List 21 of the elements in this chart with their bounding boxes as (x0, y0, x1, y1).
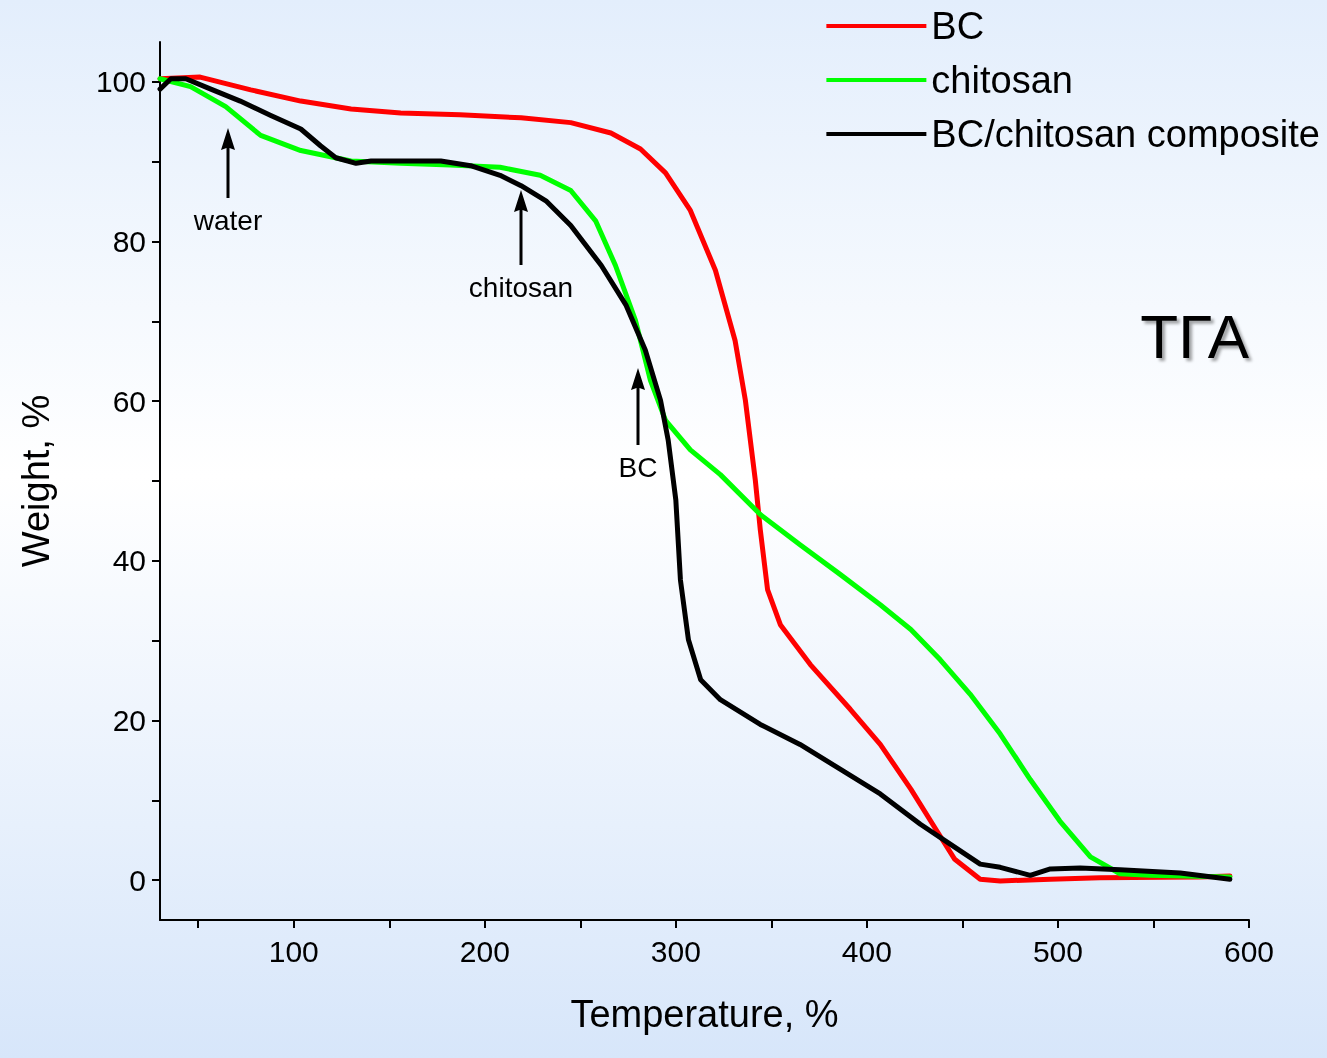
y-tick-label: 40 (112, 544, 146, 578)
annotation: water (192, 204, 263, 236)
legend-label: BC/chitosan composite (931, 113, 1321, 155)
annotation: ТГА (1140, 301, 1250, 371)
x-axis-title: Temperature, % (570, 993, 839, 1035)
x-tick-label: 100 (268, 934, 319, 968)
x-tick-label: 500 (1032, 934, 1083, 968)
y-tick-label: 100 (95, 65, 146, 99)
x-tick-label: 200 (459, 934, 510, 968)
legend-label: BC (931, 5, 985, 47)
y-tick-label: 20 (112, 703, 146, 737)
y-tick-label: 0 (129, 863, 146, 897)
y-axis-title: Weight, % (15, 394, 57, 568)
annotation: BC (618, 451, 658, 483)
x-tick-label: 400 (841, 934, 892, 968)
annotation: chitosan (468, 271, 574, 303)
y-tick-label: 60 (112, 384, 146, 418)
legend-label: chitosan (931, 59, 1073, 101)
x-tick-label: 300 (650, 934, 701, 968)
x-tick-label: 600 (1223, 934, 1275, 968)
y-tick-label: 80 (112, 225, 146, 259)
